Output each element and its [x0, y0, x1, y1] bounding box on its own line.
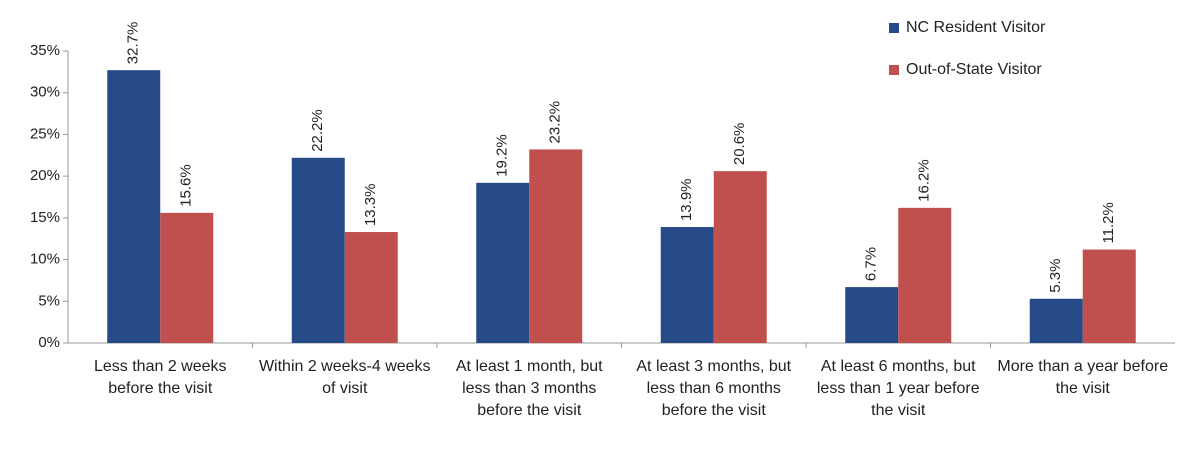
bar — [529, 149, 583, 343]
y-tick-label: 10% — [30, 251, 60, 268]
legend-swatch — [889, 23, 899, 33]
value-label: 19.2% — [494, 134, 511, 177]
x-tick-label: At least 1 month, but less than 3 months… — [455, 358, 603, 419]
x-tick-label: Within 2 weeks-4 weeks of visit — [258, 358, 431, 397]
legend-label: NC Resident Visitor — [906, 19, 1046, 36]
x-tick-label: At least 6 months, but less than 1 year … — [816, 358, 980, 419]
bar — [845, 287, 899, 343]
value-label: 6.7% — [863, 247, 880, 281]
y-tick-label: 20% — [30, 167, 60, 184]
y-tick-label: 0% — [38, 334, 60, 351]
value-label: 22.2% — [309, 109, 326, 152]
y-tick-label: 35% — [30, 42, 60, 59]
bar — [1082, 249, 1136, 343]
x-tick-label: At least 3 months, but less than 6 month… — [636, 358, 792, 419]
bar — [1029, 298, 1083, 343]
legend-label: Out-of-State Visitor — [906, 61, 1042, 78]
bar — [160, 212, 214, 343]
bar — [476, 182, 530, 343]
value-label: 23.2% — [547, 101, 564, 144]
value-label: 16.2% — [916, 159, 933, 202]
value-label: 13.3% — [362, 183, 379, 226]
value-label: 11.2% — [1100, 202, 1117, 243]
bar — [898, 207, 952, 343]
y-tick-label: 15% — [30, 209, 60, 226]
y-tick-label: 30% — [30, 84, 60, 101]
x-tick-label: More than a year before the visit — [997, 358, 1169, 397]
value-label: 32.7% — [125, 22, 142, 65]
bar — [344, 232, 398, 343]
value-label: 13.9% — [678, 178, 695, 221]
y-tick-label: 5% — [38, 292, 60, 309]
value-label: 5.3% — [1047, 259, 1064, 293]
bar — [107, 70, 161, 343]
bar — [660, 227, 714, 343]
x-tick-label: Less than 2 weeks before the visit — [93, 358, 227, 397]
bar — [291, 157, 345, 343]
legend-swatch — [889, 65, 899, 75]
y-tick-label: 25% — [30, 125, 60, 142]
value-label: 15.6% — [178, 164, 195, 207]
value-label: 20.6% — [731, 123, 748, 166]
bar — [713, 171, 767, 343]
